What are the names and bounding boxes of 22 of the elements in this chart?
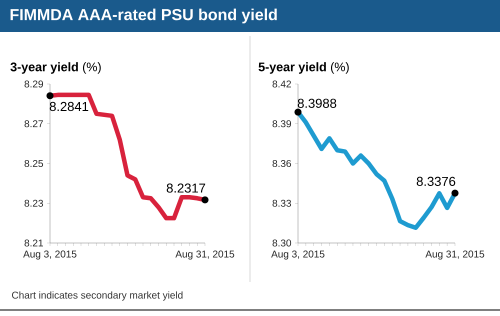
y-tick-label: 8.27 [24,120,43,128]
y-tick-label: 8.25 [24,160,44,168]
y-tick-label: 8.33 [272,200,292,207]
chart-subtitle: 3-year yield (%) [10,62,101,74]
y-tick-label: 8.42 [272,80,291,88]
chart-subtitle: 5-year yield (%) [258,62,349,74]
text: Chart indicates secondary market yield [12,291,183,301]
y-tick-label: 8.36 [272,160,292,168]
chart-title: FIMMDA AAA-rated PSU bond yield [10,8,277,24]
data-label: 8.2317 [166,183,206,193]
x-tick-label: Aug 3, 2015 [23,250,76,260]
y-tick-label: 8.29 [24,80,44,88]
y-tick-label: 8.30 [272,239,292,247]
x-tick-label: Aug 31, 2015 [425,250,484,260]
x-tick-label: Aug 31, 2015 [175,250,234,260]
x-tick-label: Aug 3, 2015 [271,250,324,260]
data-label: 8.3376 [416,176,456,186]
data-label: 8.3988 [298,98,336,108]
y-tick-label: 8.21 [24,239,43,247]
y-tick-label: 8.39 [272,120,292,128]
y-tick-label: 8.23 [24,200,44,207]
data-label: 8.2841 [50,102,88,112]
